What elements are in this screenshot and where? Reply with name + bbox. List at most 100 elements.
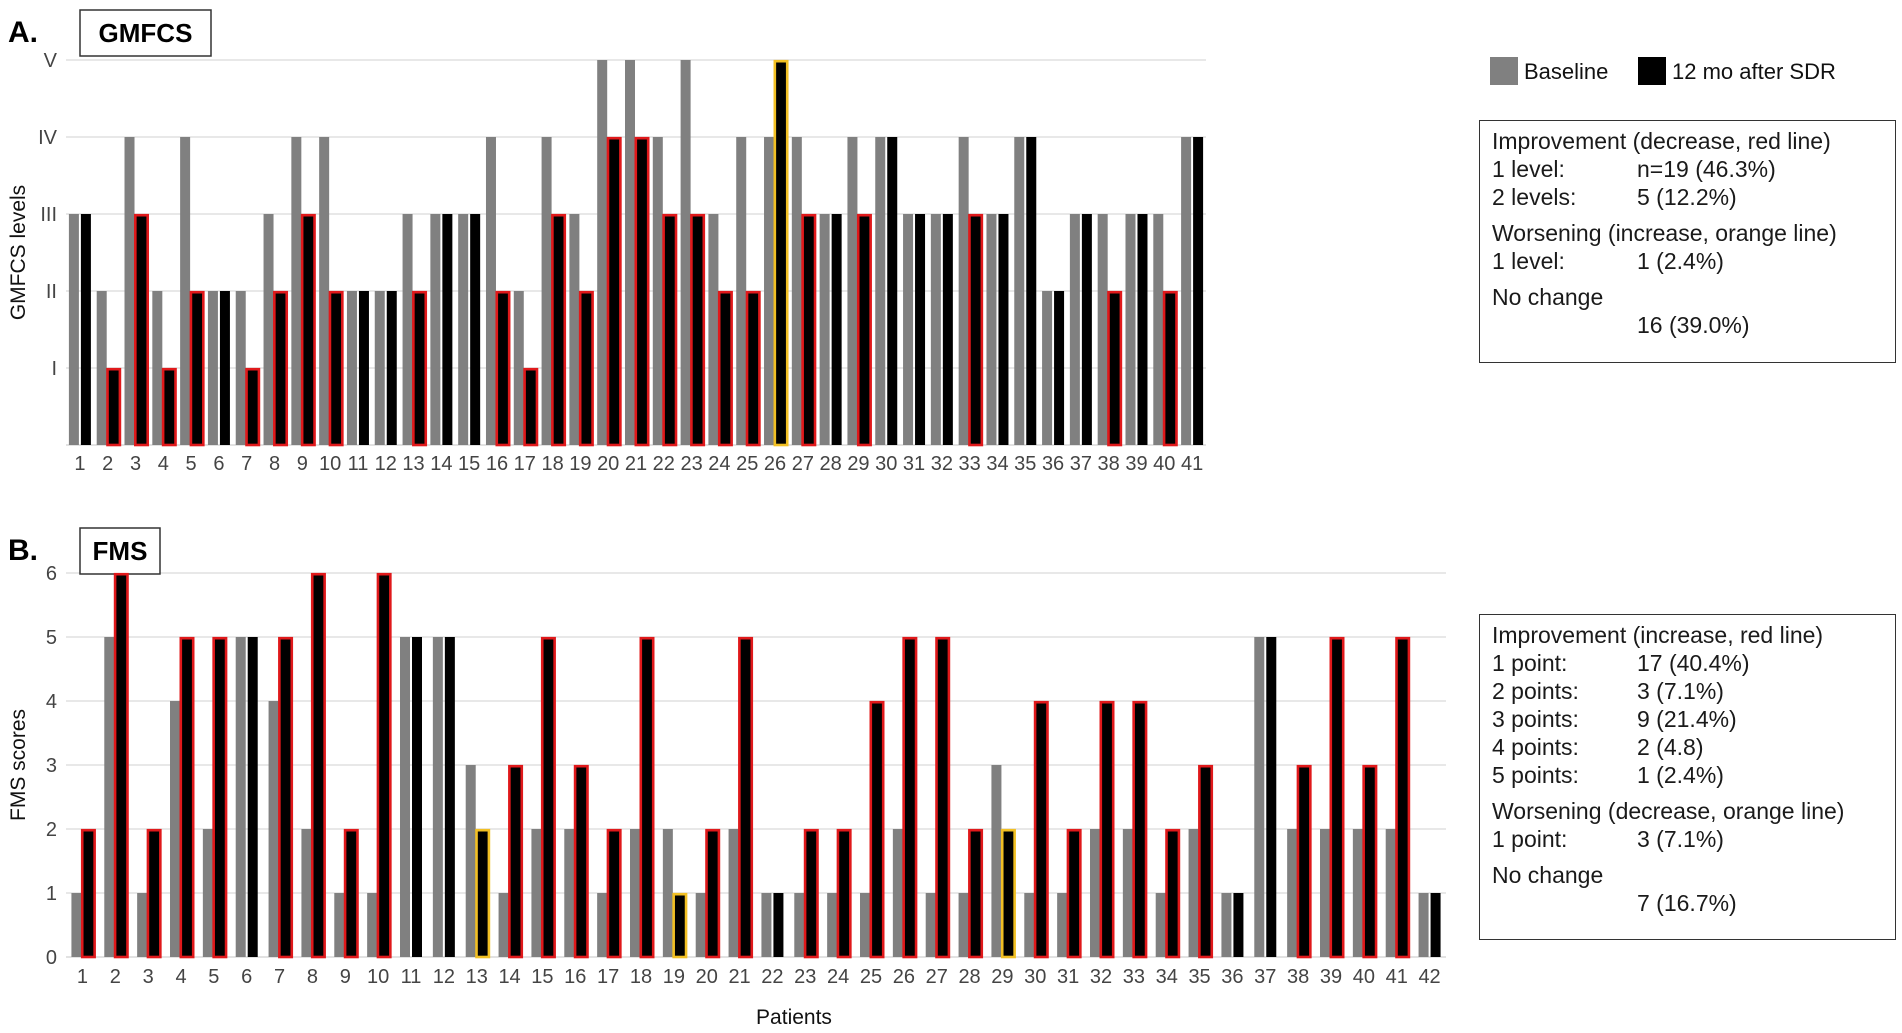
after-bar: [1107, 290, 1123, 447]
y-tick-label: 1: [46, 883, 57, 905]
y-axis-title: GMFCS levels: [7, 185, 30, 320]
x-tick-label: 16: [564, 966, 586, 988]
x-tick-label: 27: [792, 453, 814, 475]
baseline-bar: [597, 60, 608, 445]
y-tick-label: I: [51, 358, 57, 380]
x-tick-label: 6: [241, 966, 252, 988]
after-bar: [887, 137, 898, 445]
x-tick-label: 28: [958, 966, 980, 988]
baseline-bar: [346, 291, 357, 445]
x-tick-label: 23: [680, 453, 702, 475]
x-tick-label: 34: [1156, 966, 1178, 988]
baseline-bar: [1221, 893, 1232, 957]
x-tick-label: 8: [269, 453, 280, 475]
after-bar: [801, 213, 817, 447]
after-bar: [412, 637, 422, 957]
x-tick-label: 3: [130, 453, 141, 475]
x-tick-label: 6: [213, 453, 224, 475]
y-tick-label: 0: [46, 947, 57, 969]
baseline-bar: [1069, 214, 1080, 445]
baseline-bar: [764, 137, 775, 445]
x-tick-label: 38: [1287, 966, 1309, 988]
after-bar: [968, 828, 984, 959]
baseline-bar: [761, 893, 772, 957]
x-tick-label: 32: [1090, 966, 1112, 988]
after-bar: [386, 291, 397, 445]
baseline-bar: [569, 214, 580, 445]
baseline-bar: [531, 829, 542, 957]
x-tick-label: 21: [625, 453, 647, 475]
x-tick-label: 33: [1123, 966, 1145, 988]
after-bar: [146, 828, 162, 959]
baseline-bar: [819, 214, 830, 445]
baseline-bar: [847, 137, 858, 445]
x-tick-label: 5: [186, 453, 197, 475]
x-tick-label: 5: [208, 966, 219, 988]
after-bar: [662, 213, 678, 447]
after-bar: [247, 637, 258, 957]
baseline-bar: [1024, 893, 1035, 957]
x-tick-label: 11: [401, 966, 422, 988]
x-tick-label: 8: [307, 966, 318, 988]
x-tick-label: 7: [241, 453, 252, 475]
x-tick-label: 10: [319, 453, 341, 475]
legend-swatch-baseline: [1490, 57, 1518, 85]
worsening-header: Worsening (increase, orange line): [1492, 220, 1837, 246]
baseline-bar: [958, 137, 969, 445]
after-bar: [836, 828, 852, 959]
x-tick-label: 15: [531, 966, 553, 988]
x-axis-title: Patients: [756, 1006, 832, 1029]
panel-letter: B.: [8, 534, 38, 567]
x-tick-label: 24: [708, 453, 730, 475]
x-tick-label: 22: [653, 453, 675, 475]
baseline-bar: [728, 829, 739, 957]
baseline-bar: [827, 893, 838, 957]
baseline-bar: [1125, 214, 1136, 445]
x-tick-label: 28: [820, 453, 842, 475]
x-tick-label: 4: [175, 966, 186, 988]
after-bar: [540, 636, 556, 959]
baseline-bar: [930, 214, 941, 445]
after-bar: [942, 214, 953, 445]
after-bar: [245, 367, 261, 447]
after-bar: [310, 572, 326, 959]
after-bar: [998, 214, 1009, 445]
baseline-bar: [334, 893, 345, 957]
x-tick-label: 1: [77, 966, 88, 988]
baseline-bar: [860, 893, 870, 957]
baseline-bar: [794, 893, 805, 957]
after-bar: [869, 700, 885, 959]
after-bar: [1026, 137, 1037, 445]
x-tick-label: 24: [827, 966, 849, 988]
after-bar: [1430, 893, 1441, 957]
baseline-bar: [597, 893, 608, 957]
baseline-bar: [291, 137, 302, 445]
after-bar: [523, 367, 539, 447]
after-bar: [1233, 893, 1244, 957]
x-tick-label: 19: [569, 453, 591, 475]
x-tick-label: 29: [847, 453, 869, 475]
x-tick-label: 36: [1221, 966, 1243, 988]
after-bar: [80, 214, 91, 445]
baseline-bar: [374, 291, 385, 445]
after-bar: [606, 828, 622, 959]
x-tick-label: 27: [926, 966, 948, 988]
after-bar: [343, 828, 359, 959]
stats-row: 4 points: 2 (4.8): [1492, 734, 1704, 760]
stats-row: 1 level: n=19 (46.3%): [1492, 156, 1776, 182]
x-tick-label: 26: [764, 453, 786, 475]
after-bar: [161, 367, 177, 447]
y-tick-label: 3: [46, 755, 57, 777]
y-tick-label: V: [44, 50, 58, 72]
stats-row: 3 points: 9 (21.4%): [1492, 706, 1737, 732]
baseline-bar: [432, 637, 443, 957]
after-bar: [639, 636, 655, 959]
after-bar: [1193, 137, 1204, 445]
after-bar: [278, 636, 294, 959]
x-tick-label: 19: [663, 966, 685, 988]
after-bar: [705, 828, 721, 959]
legend-label-after: 12 mo after SDR: [1672, 59, 1836, 84]
